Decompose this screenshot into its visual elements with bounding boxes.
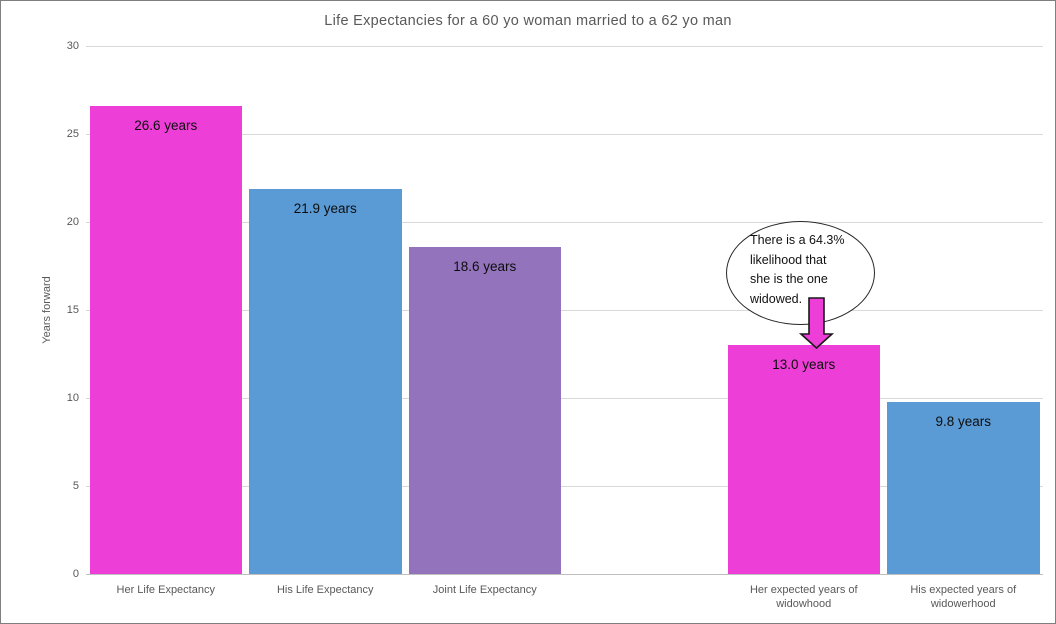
plot-area: 26.6 years 21.9 years 18.6 years 13.0 years…	[86, 46, 1043, 574]
y-tick-label: 30	[66, 40, 79, 52]
gridline	[86, 46, 1043, 47]
callout-text-line: she is the one	[750, 272, 828, 286]
bar-her-expected-years-of-widowhood: 13.0 years	[727, 345, 880, 574]
down-arrow-shape	[798, 297, 835, 350]
gridline	[86, 134, 1043, 135]
down-arrow-icon	[798, 297, 835, 350]
category-label-his-expected-years-of-widowerhood: His expected years of widowerhood	[910, 584, 1017, 610]
gridline	[86, 486, 1043, 487]
category-label-her-life-expectancy: Her Life Expectancy	[116, 584, 215, 596]
bar-value-label: 18.6 years	[453, 258, 517, 274]
bar-value-label: 13.0 years	[772, 357, 836, 373]
y-tick-label: 5	[72, 480, 79, 492]
x-axis-line	[86, 574, 1043, 575]
bar-his-expected-years-of-widowerhood: 9.8 years	[887, 401, 1040, 574]
gridline	[86, 398, 1043, 399]
callout-text-line: widowed.	[750, 291, 803, 306]
bar-her-life-expectancy: 26.6 years	[89, 105, 242, 574]
bar-his-life-expectancy: 21.9 years	[249, 188, 402, 574]
gridline	[86, 222, 1043, 223]
category-label-joint-life-expectancy: Joint Life Expectancy	[432, 584, 537, 596]
y-tick-label: 20	[66, 216, 79, 228]
bar-value-label: 26.6 years	[134, 117, 198, 133]
callout-text-line: There is a 64.3%	[750, 233, 845, 247]
callout-text: There is a 64.3% likelihood that she is …	[750, 231, 845, 309]
y-tick-label: 10	[66, 392, 79, 404]
y-tick-label: 0	[72, 568, 79, 580]
gridline	[86, 310, 1043, 311]
category-label-his-life-expectancy: His Life Expectancy	[276, 584, 374, 596]
bar-joint-life-expectancy: 18.6 years	[408, 246, 561, 574]
y-tick-label: 25	[66, 128, 79, 140]
callout-text-line: likelihood that	[750, 252, 827, 267]
bar-value-label: 21.9 years	[293, 200, 357, 216]
category-label-her-expected-years-of-widowhood: Her expected years of widowhood	[749, 584, 858, 610]
callout-bubble: There is a 64.3% likelihood that she is …	[726, 221, 875, 325]
chart-title: Life Expectancies for a 60 yo woman marr…	[324, 13, 732, 29]
y-tick-label: 15	[66, 304, 79, 316]
bar-value-label: 9.8 years	[935, 413, 992, 429]
